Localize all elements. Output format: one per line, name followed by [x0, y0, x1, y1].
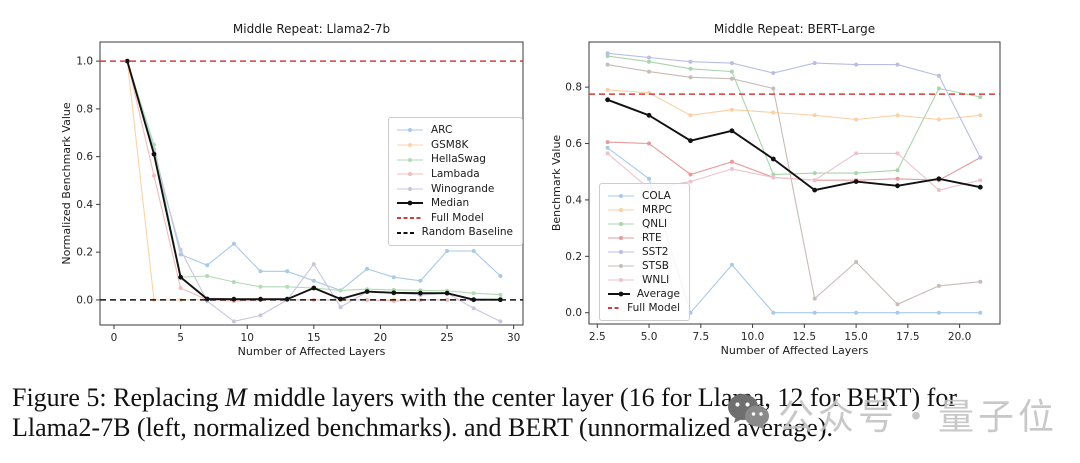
legend-item-rte: RTE: [607, 233, 680, 244]
legend-item-stsb: STSB: [607, 261, 680, 272]
svg-text:12.5: 12.5: [793, 331, 816, 343]
svg-text:10.0: 10.0: [741, 331, 764, 343]
legend-label: Median: [431, 197, 470, 210]
svg-text:5: 5: [177, 332, 184, 344]
legend-line-sample: [608, 264, 634, 268]
svg-text:0.0: 0.0: [565, 307, 582, 319]
svg-text:30: 30: [507, 332, 520, 344]
legend-item-arc: ARC: [396, 125, 513, 136]
legend-item-wnli: WNLI: [607, 275, 680, 286]
svg-text:Number of Affected Layers: Number of Affected Layers: [721, 344, 869, 357]
svg-text:7.5: 7.5: [692, 331, 709, 343]
legend-item-winogrande: Winogrande: [396, 184, 513, 195]
legend-item-hellaswag: HellaSwag: [396, 154, 513, 165]
legend-line-sample: [397, 231, 415, 234]
bert-plot-svg: 0.0 0.2 0.4 0.6 0.8 2.5 5.0 7.5 10.0 12.5 15.0 17.5…: [550, 22, 1001, 357]
legend-line-sample: [608, 250, 634, 254]
legend-item-sst2: SST2: [607, 247, 680, 258]
legend-item-random-baseline: Random Baseline: [396, 227, 513, 238]
svg-text:1.0: 1.0: [76, 56, 93, 68]
svg-text:Middle Repeat: BERT-Large: Middle Repeat: BERT-Large: [714, 22, 875, 36]
legend-item-cola: COLA: [607, 191, 680, 202]
svg-text:20.0: 20.0: [948, 331, 971, 343]
legend-label: MRPC: [642, 203, 673, 216]
legend-line-sample: [608, 291, 630, 297]
svg-text:17.5: 17.5: [896, 331, 919, 343]
legend-item-gsm8k: GSM8K: [396, 140, 513, 151]
svg-text:2.5: 2.5: [589, 331, 606, 343]
caption-line2: Llama2-7B (left, normalized benchmarks).…: [12, 413, 833, 442]
legend-item-qnli: QNLI: [607, 219, 680, 230]
llama-chart: 0.0 0.2 0.4 0.6 0.8 1.0 0 5 10 15 20 25 30 Middle Rep…: [55, 10, 535, 375]
bert-chart-legend: COLA MRPC QNLI RTE SST2 STSB WNLI Average Full M…: [599, 183, 690, 321]
svg-text:0.4: 0.4: [565, 194, 582, 206]
svg-text:0.2: 0.2: [76, 247, 93, 259]
legend-label: Random Baseline: [421, 226, 513, 239]
svg-text:0.0: 0.0: [76, 294, 93, 306]
svg-text:10: 10: [241, 332, 254, 344]
legend-label: WNLI: [642, 273, 670, 286]
legend-line-sample: [608, 222, 634, 226]
legend-label: Full Model: [431, 211, 484, 224]
svg-text:0.8: 0.8: [565, 82, 582, 94]
svg-text:15.0: 15.0: [844, 331, 867, 343]
legend-line-sample: [397, 186, 423, 191]
legend-label: SST2: [642, 245, 669, 258]
legend-item-full-model: Full Model: [396, 213, 513, 224]
legend-line-sample: [397, 217, 423, 220]
legend-line-sample: [397, 201, 423, 206]
legend-line-sample: [608, 236, 634, 240]
legend-label: Winogrande: [431, 182, 495, 195]
svg-text:0: 0: [111, 332, 118, 344]
caption-text-rest: middle layers with the center layer (16 …: [246, 383, 957, 412]
legend-label: RTE: [642, 231, 662, 244]
svg-text:20: 20: [374, 332, 387, 344]
legend-line-sample: [397, 172, 423, 177]
legend-label: Lambada: [431, 167, 480, 180]
svg-text:25: 25: [440, 332, 453, 344]
legend-item-mrpc: MRPC: [607, 205, 680, 216]
legend-label: GSM8K: [431, 138, 469, 151]
legend-item-average: Average: [607, 289, 680, 300]
legend-label: ARC: [431, 124, 453, 137]
svg-text:Normalized Benchmark Value: Normalized Benchmark Value: [60, 102, 73, 264]
legend-label: Average: [636, 287, 680, 300]
llama-plot-svg: 0.0 0.2 0.4 0.6 0.8 1.0 0 5 10 15 20 25 30 Middle Rep…: [60, 22, 524, 358]
svg-text:Middle Repeat: Llama2-7b: Middle Repeat: Llama2-7b: [233, 22, 390, 36]
legend-label: COLA: [642, 189, 671, 202]
figure-caption: Figure 5: Replacing M middle layers with…: [12, 383, 1072, 443]
caption-text-prefix: Figure 5: Replacing: [12, 383, 226, 412]
legend-line-sample: [397, 157, 423, 162]
legend-label: QNLI: [642, 217, 668, 230]
svg-text:Number of Affected Layers: Number of Affected Layers: [238, 345, 386, 358]
svg-text:5.0: 5.0: [641, 331, 658, 343]
svg-text:0.6: 0.6: [565, 138, 582, 150]
bert-chart: 0.0 0.2 0.4 0.6 0.8 2.5 5.0 7.5 10.0 12.5 15.0 17.5…: [540, 10, 1025, 375]
llama-chart-legend: ARC GSM8K HellaSwag Lambada Winogrande Median…: [388, 117, 523, 246]
legend-line-sample: [608, 208, 634, 212]
legend-label: Full Model: [627, 301, 680, 314]
legend-label: HellaSwag: [431, 153, 486, 166]
legend-label: STSB: [642, 259, 669, 272]
svg-text:0.8: 0.8: [76, 103, 93, 115]
legend-line-sample: [608, 278, 634, 282]
legend-item-median: Median: [396, 198, 513, 209]
legend-line-sample: [608, 194, 634, 198]
svg-text:15: 15: [307, 332, 320, 344]
svg-text:0.4: 0.4: [76, 199, 93, 211]
svg-text:0.2: 0.2: [565, 251, 582, 263]
svg-text:0.6: 0.6: [76, 151, 93, 163]
legend-item-full-model: Full Model: [607, 303, 680, 314]
legend-line-sample: [397, 128, 423, 133]
caption-variable-m: M: [225, 383, 247, 412]
svg-text:Benchmark Value: Benchmark Value: [550, 135, 563, 232]
legend-item-lambada: Lambada: [396, 169, 513, 180]
legend-line-sample: [608, 307, 621, 309]
legend-line-sample: [397, 142, 423, 147]
